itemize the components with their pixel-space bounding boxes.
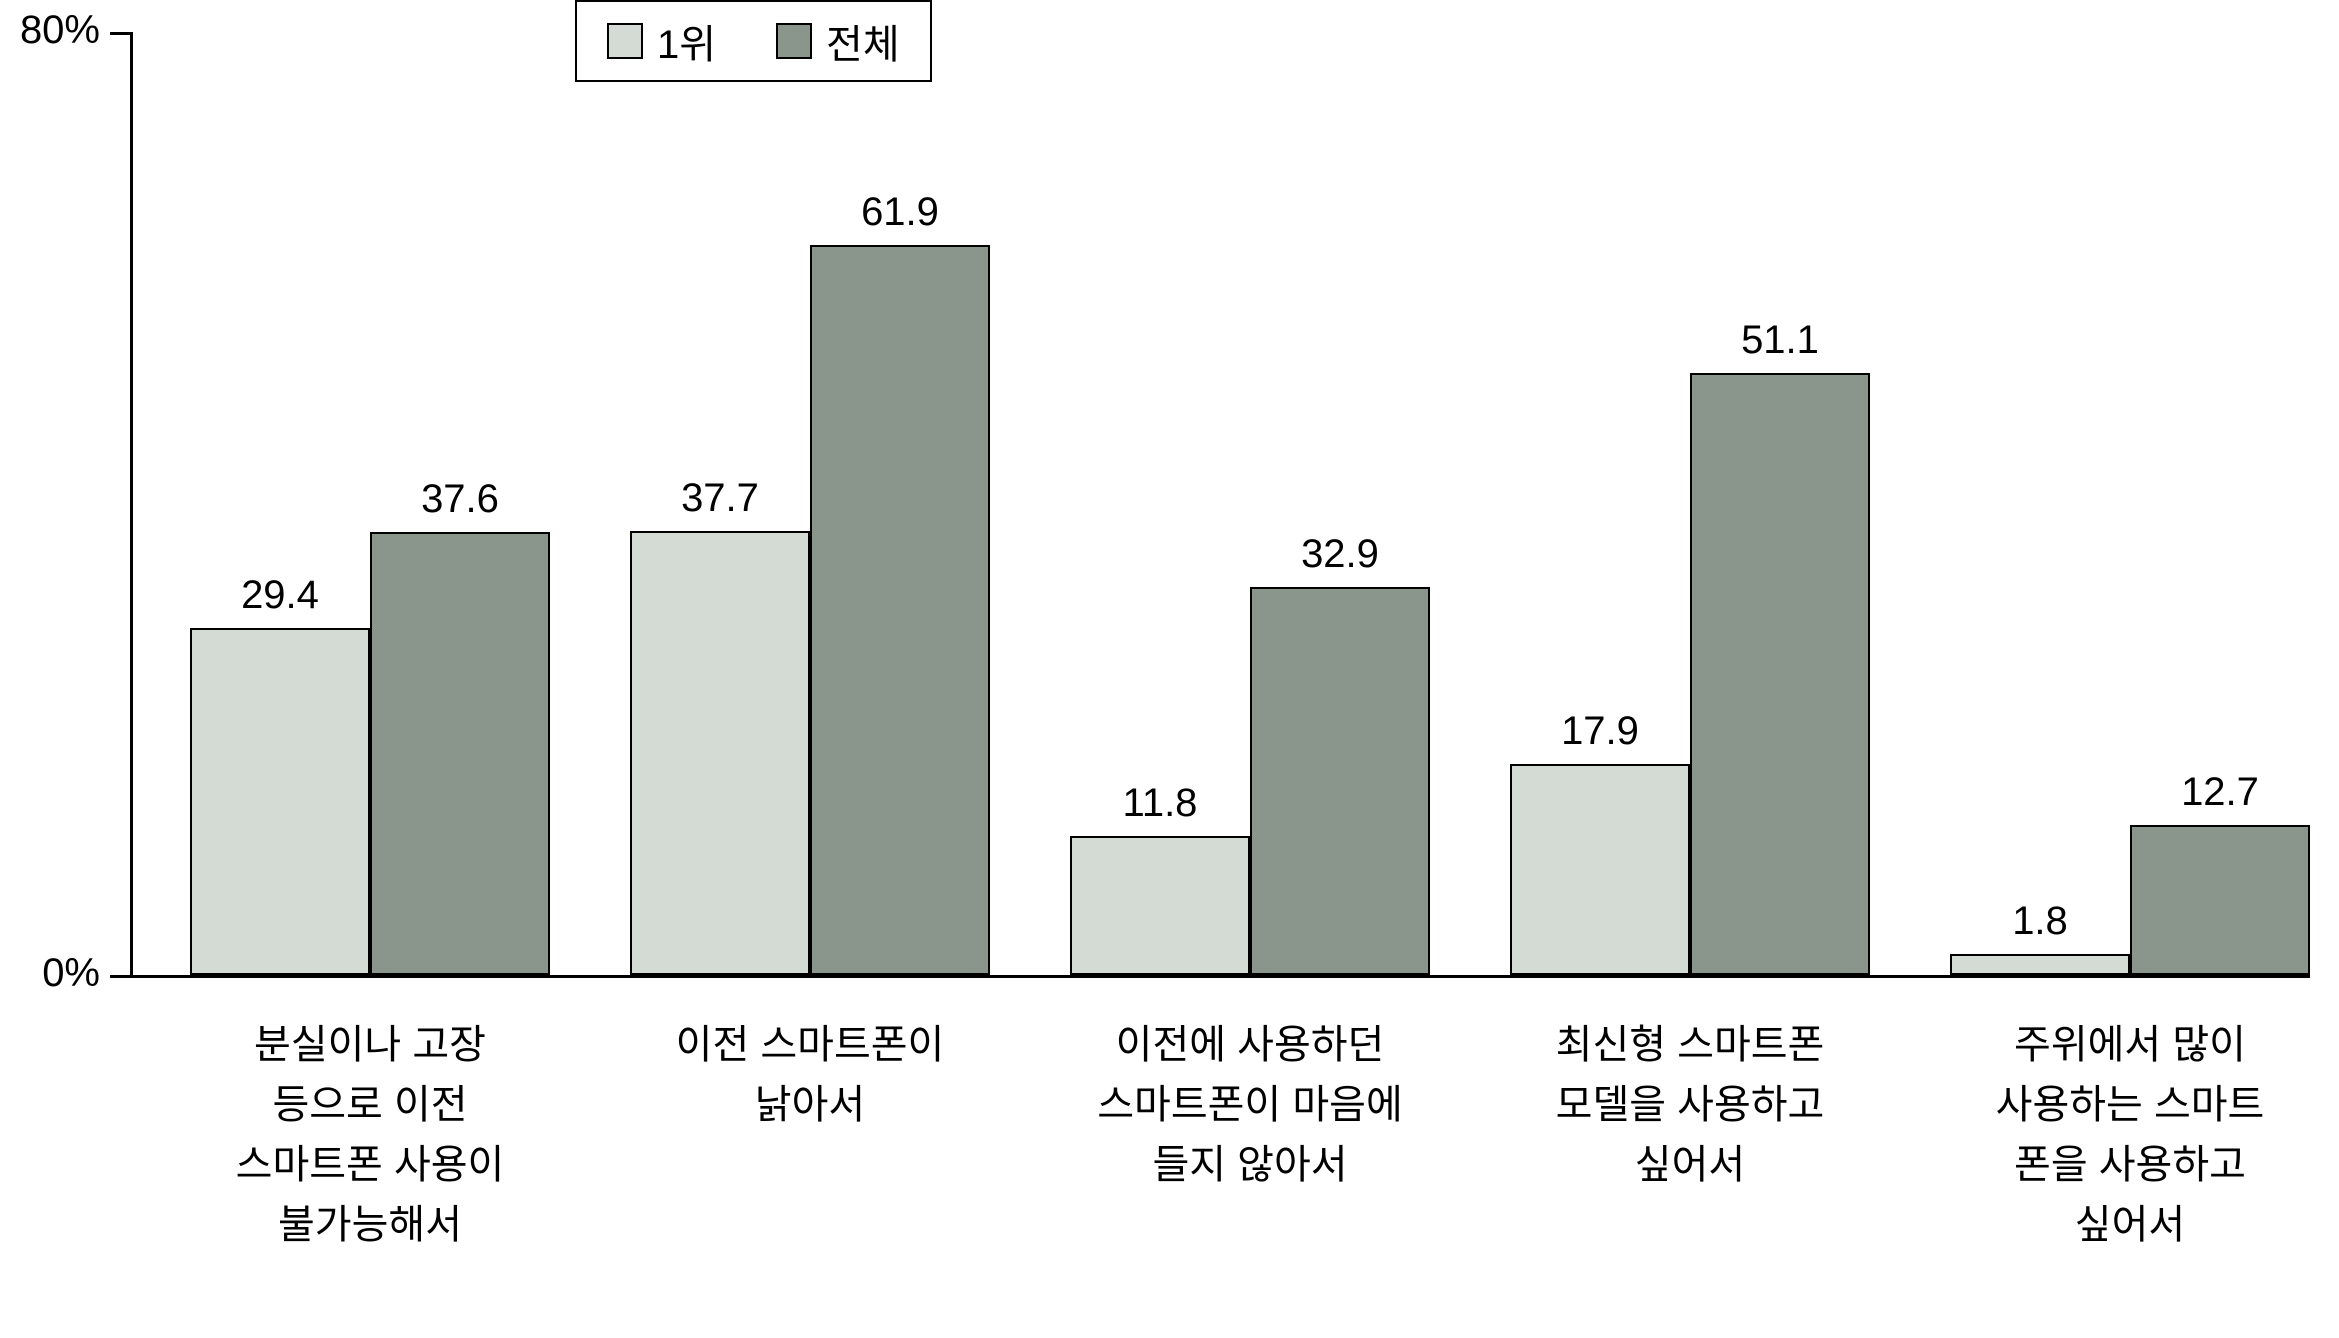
legend-item: 1위 (607, 12, 716, 70)
y-tick (110, 975, 130, 978)
legend-label: 전체 (826, 12, 900, 70)
legend-swatch (607, 23, 643, 59)
y-tick-label: 80% (0, 8, 100, 53)
bar (1690, 373, 1870, 975)
legend-item: 전체 (776, 12, 900, 70)
bar-value-label: 61.9 (790, 190, 1010, 235)
bar-value-label: 1.8 (1930, 899, 2150, 944)
bar (2130, 825, 2310, 975)
bar-value-label: 12.7 (2110, 770, 2330, 815)
y-tick (110, 32, 130, 35)
y-axis (130, 32, 133, 975)
bar (1950, 954, 2130, 975)
bar-value-label: 17.9 (1490, 709, 1710, 754)
category-label: 이전에 사용하던 스마트폰이 마음에 들지 않아서 (1040, 1015, 1460, 1195)
bar (630, 531, 810, 975)
legend: 1위 전체 (575, 0, 932, 82)
bar (370, 532, 550, 975)
legend-label: 1위 (657, 12, 716, 70)
y-tick-label: 0% (0, 951, 100, 996)
x-axis (130, 975, 2310, 978)
bar-chart: 0% 80% 1위 전체 29.4 37.6 분실이나 고장 등으로 이전 스마트폰 사용이… (0, 0, 2339, 1338)
bar-value-label: 29.4 (170, 573, 390, 618)
bar (810, 245, 990, 975)
bar-value-label: 37.7 (610, 476, 830, 521)
category-label: 이전 스마트폰이 낡아서 (600, 1015, 1020, 1135)
bar-value-label: 37.6 (350, 477, 570, 522)
bar (1070, 836, 1250, 975)
bar (1250, 587, 1430, 975)
bar-value-label: 32.9 (1230, 532, 1450, 577)
bar (1510, 764, 1690, 975)
category-label: 최신형 스마트폰 모델을 사용하고 싶어서 (1480, 1015, 1900, 1195)
bar-value-label: 11.8 (1050, 781, 1270, 826)
category-label: 분실이나 고장 등으로 이전 스마트폰 사용이 불가능해서 (160, 1015, 580, 1255)
bar (190, 628, 370, 975)
category-label: 주위에서 많이 사용하는 스마트 폰을 사용하고 싶어서 (1920, 1015, 2339, 1255)
legend-swatch (776, 23, 812, 59)
bar-value-label: 51.1 (1670, 318, 1890, 363)
